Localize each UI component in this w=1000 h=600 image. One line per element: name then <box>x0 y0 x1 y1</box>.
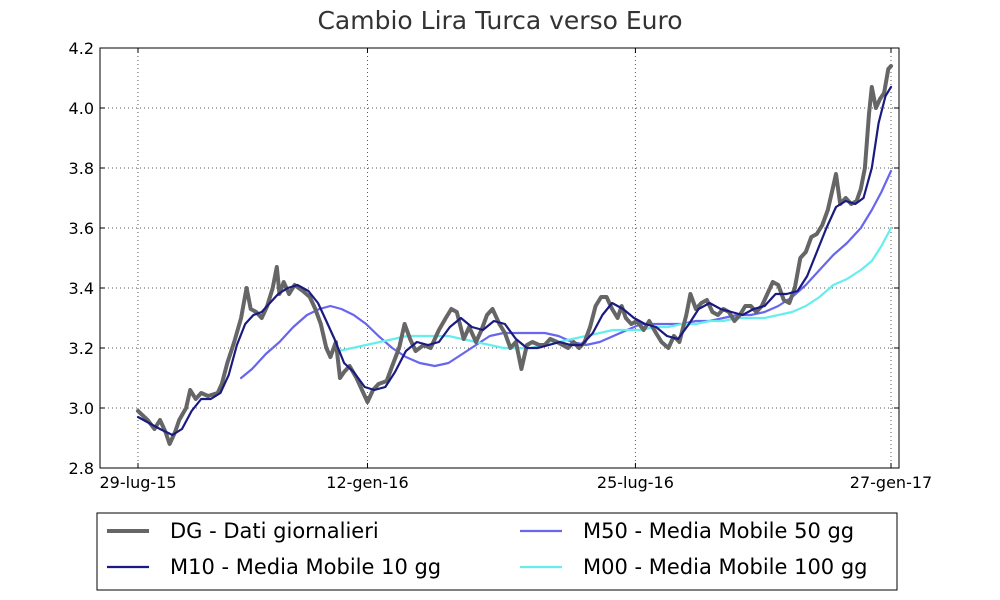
grid <box>100 48 899 468</box>
series-lines <box>136 64 893 446</box>
series-line-1 <box>136 64 893 446</box>
series-line-2 <box>136 85 893 437</box>
axis-ticks: 2.8 3.0 3.2 3.4 3.6 3.8 4.0 4.2 29-lug-15 12-gen-… <box>69 39 933 492</box>
y-tick-label: 3.2 <box>69 339 94 358</box>
y-tick-label: 3.6 <box>69 219 94 238</box>
x-tick-label: 27-gen-17 <box>850 473 932 492</box>
y-tick-label: 3.8 <box>69 159 94 178</box>
x-tick-label: 12-gen-16 <box>326 473 408 492</box>
y-tick-label: 3.4 <box>69 279 94 298</box>
legend-frame <box>96 512 898 591</box>
legend-label-2: M10 - Media Mobile 10 gg <box>170 555 441 579</box>
y-tick-label: 4.2 <box>69 39 94 58</box>
x-tick-label: 29-lug-15 <box>99 473 176 492</box>
y-tick-label: 4.0 <box>69 99 94 118</box>
plot-frame <box>99 47 900 469</box>
legend: DG - Dati giornalieri M10 - Media Mobile … <box>96 512 898 591</box>
legend-label-3: M50 - Media Mobile 50 gg <box>583 519 854 543</box>
chart-title: Cambio Lira Turca verso Euro <box>317 6 682 35</box>
y-tick-label: 3.0 <box>69 399 94 418</box>
x-tick-label: 25-lug-16 <box>597 473 674 492</box>
y-tick-label: 2.8 <box>69 459 94 478</box>
legend-label-1: DG - Dati giornalieri <box>170 519 379 543</box>
series-line-4 <box>337 226 893 353</box>
legend-label-4: M00 - Media Mobile 100 gg <box>583 555 868 579</box>
